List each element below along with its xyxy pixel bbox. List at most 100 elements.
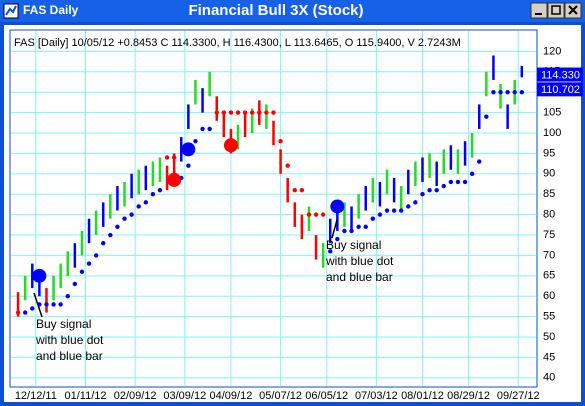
stop-dot	[455, 179, 461, 185]
y-tick-label: 55	[543, 311, 555, 323]
stop-dot	[420, 192, 425, 197]
stop-dot	[384, 208, 390, 213]
x-tick-label: 07/03/12	[355, 390, 398, 402]
y-tick-label: 45	[543, 351, 555, 363]
stop-dot	[519, 90, 525, 95]
x-tick-label: 09/27/12	[497, 390, 540, 402]
stop-dot	[186, 163, 191, 168]
stop-dot	[65, 294, 70, 299]
stop-dot	[363, 224, 368, 230]
plot	[11, 31, 536, 386]
window-icon-glyph	[5, 5, 17, 16]
annotation-text: Buy signal	[326, 238, 381, 252]
y-tick-label: 40	[543, 372, 555, 384]
signal-dot	[223, 138, 238, 153]
stop-dot	[15, 310, 21, 315]
stop-dot	[271, 110, 276, 115]
stop-dot	[328, 249, 333, 254]
stop-dot	[285, 163, 290, 168]
x-tick-label: 05/07/12	[259, 390, 302, 402]
stop-dot	[157, 187, 163, 193]
y-tick-label: 75	[543, 229, 555, 241]
stop-dot	[22, 310, 28, 315]
signal-dot	[32, 268, 47, 283]
stop-dot	[278, 138, 283, 144]
stop-dot	[306, 212, 312, 217]
price-tag-label: 114.330	[541, 69, 580, 81]
annotation-arrow	[33, 292, 43, 318]
stop-dot	[250, 110, 255, 115]
price-tag	[537, 67, 583, 82]
stop-dot	[498, 90, 503, 95]
stop-dot	[58, 302, 63, 307]
signal-dot	[181, 142, 196, 157]
stop-dot	[129, 212, 134, 217]
stop-dot	[122, 216, 127, 221]
window-title: FAS Daily	[23, 3, 79, 17]
stop-dot	[349, 228, 354, 234]
y-tick-label: 70	[543, 249, 555, 261]
stop-dot	[228, 110, 234, 115]
stop-dot	[264, 110, 269, 115]
stop-dot	[93, 253, 99, 258]
price-tag-label: 110.702	[541, 84, 580, 96]
stop-dot	[136, 204, 141, 209]
info-line: FAS [Daily] 10/05/12 +0.8453 C 114.3300,…	[14, 37, 461, 49]
stop-dot	[164, 155, 170, 160]
stop-dot	[171, 155, 177, 160]
x-tick-label: 04/09/12	[210, 390, 253, 402]
stop-dot	[448, 179, 454, 185]
stop-dot	[257, 110, 262, 115]
minimize-button[interactable]	[530, 2, 548, 19]
annotation-text: and blue bar	[326, 270, 393, 284]
x-tick-label: 03/09/12	[163, 390, 206, 402]
stop-dot	[434, 187, 439, 193]
stop-dot	[72, 281, 78, 287]
annotation-text: and blue bar	[36, 349, 103, 363]
stop-dot	[30, 306, 35, 311]
signal-dot	[330, 199, 345, 214]
stop-dot	[505, 90, 510, 95]
stop-dot	[200, 126, 205, 132]
stop-dot	[391, 208, 397, 213]
y-tick-label: 60	[543, 290, 555, 302]
stop-dot	[356, 224, 361, 230]
y-tick-label: 65	[543, 270, 555, 282]
stop-dot	[462, 179, 468, 185]
annotation-text: with blue dot	[35, 333, 104, 347]
stop-dot	[150, 192, 156, 197]
stop-dot	[427, 187, 432, 193]
y-tick-label: 120	[543, 45, 561, 57]
stop-dot	[413, 200, 418, 205]
stop-dot	[335, 236, 340, 242]
x-tick-label: 08/01/12	[401, 390, 444, 402]
stop-dot	[193, 138, 198, 144]
chart-title: Financial Bull 3X (Stock)	[188, 2, 363, 19]
y-tick-label: 105	[543, 107, 561, 119]
stop-dot	[441, 183, 446, 189]
stop-dot	[370, 216, 376, 221]
window-buttons	[530, 2, 582, 19]
y-tick-label: 100	[543, 127, 561, 139]
stop-dot	[115, 224, 120, 230]
annotation-arrow	[331, 219, 338, 239]
price-tag	[537, 82, 583, 97]
stop-dot	[320, 212, 326, 217]
stop-dot	[44, 302, 49, 307]
stop-dot	[207, 126, 212, 132]
stop-dot	[242, 110, 248, 115]
stop-dot	[484, 114, 489, 119]
stop-dot	[313, 212, 319, 217]
y-tick-label: 80	[543, 209, 555, 221]
maximize-glyph	[551, 5, 561, 15]
annotation-text: Buy signal	[36, 317, 91, 331]
stop-dot	[221, 110, 227, 115]
x-tick-label: 02/09/12	[114, 390, 157, 402]
title-bar	[0, 0, 585, 22]
x-tick-label: 06/05/12	[305, 390, 348, 402]
y-tick-label: 95	[543, 147, 555, 159]
signal-dot	[167, 172, 182, 187]
stop-dot	[399, 208, 404, 213]
stop-dot	[79, 269, 85, 274]
